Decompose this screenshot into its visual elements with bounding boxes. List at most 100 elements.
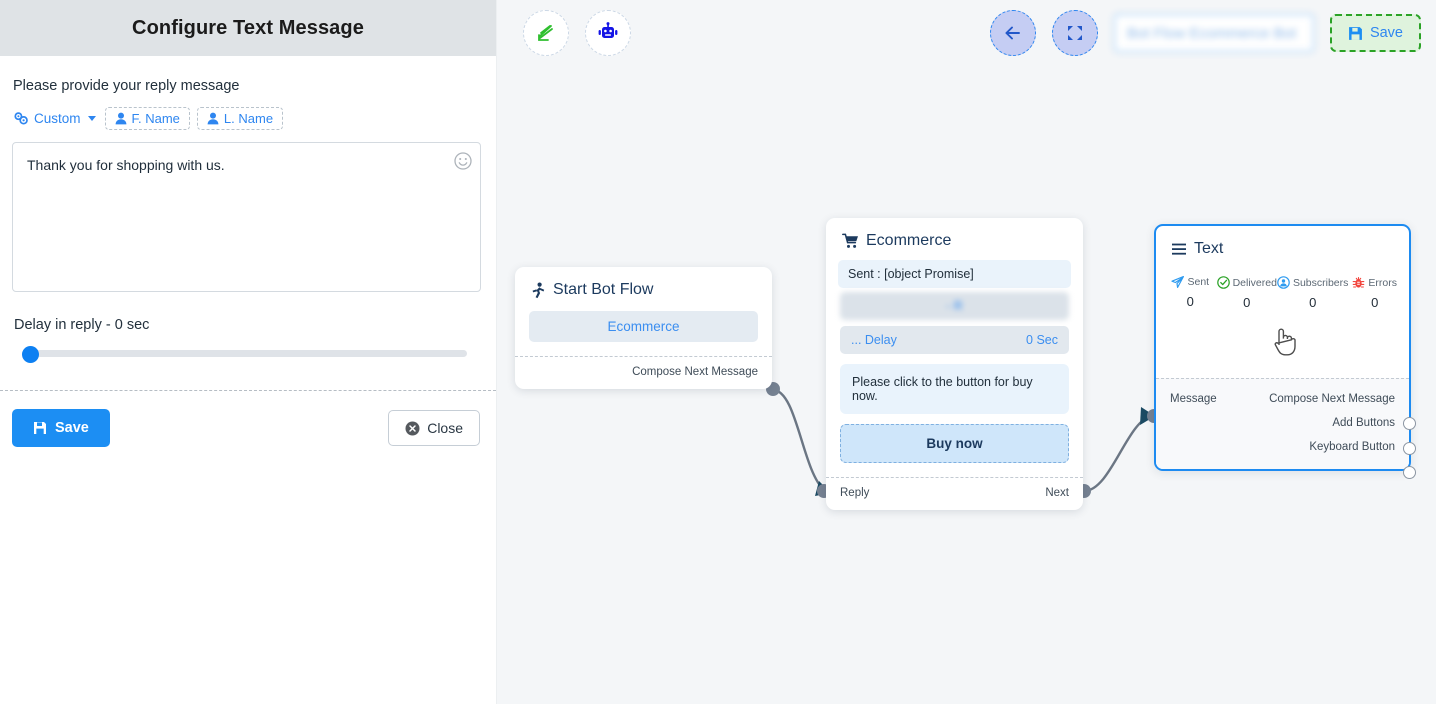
flow-canvas[interactable]: Save bbox=[497, 0, 1436, 704]
edge-start-to-ecommerce bbox=[772, 388, 825, 491]
close-button-label: Close bbox=[427, 420, 463, 436]
edge-arrow-text bbox=[1140, 407, 1155, 425]
stat-delivered-label: Delivered bbox=[1232, 276, 1277, 289]
send-plane-icon bbox=[1171, 276, 1185, 288]
canvas-toolbar-right: Save bbox=[989, 10, 1421, 56]
node-start-bot-flow[interactable]: Start Bot Flow Ecommerce Compose Next Me… bbox=[515, 267, 772, 389]
stat-delivered-value: 0 bbox=[1243, 295, 1251, 310]
port-keyboard-button[interactable] bbox=[1403, 466, 1416, 479]
stat-errors: Errors 0 bbox=[1348, 276, 1401, 310]
gears-icon bbox=[14, 111, 29, 126]
node-ecommerce-title: Ecommerce bbox=[866, 232, 952, 249]
node-ecommerce-reply-label[interactable]: Reply bbox=[840, 487, 870, 499]
delay-slider[interactable] bbox=[12, 346, 484, 363]
node-text-output-add-buttons[interactable]: Add Buttons bbox=[1332, 417, 1395, 429]
node-start-output-label[interactable]: Compose Next Message bbox=[632, 366, 758, 378]
stack-icon bbox=[535, 22, 557, 44]
node-start-header: Start Bot Flow bbox=[515, 267, 772, 309]
emoji-icon[interactable] bbox=[454, 152, 472, 170]
delay-label: Delay in reply - 0 sec bbox=[14, 317, 150, 333]
node-text-header: Text bbox=[1156, 226, 1409, 268]
stat-errors-label: Errors bbox=[1368, 276, 1397, 289]
stack-icon-button[interactable] bbox=[523, 10, 569, 56]
node-ecommerce-delay-row[interactable]: ... Delay 0 Sec bbox=[840, 326, 1069, 354]
node-text-stats: Sent 0 Delivered 0 bbox=[1156, 268, 1409, 312]
user-icon bbox=[115, 112, 127, 125]
node-text-title: Text bbox=[1194, 240, 1224, 257]
node-text-output-compose[interactable]: Compose Next Message bbox=[1269, 393, 1395, 405]
delay-slider-track[interactable] bbox=[22, 350, 467, 357]
node-text-body bbox=[1156, 312, 1409, 378]
node-text-message-label[interactable]: Message bbox=[1170, 393, 1217, 405]
list-lines-icon bbox=[1172, 243, 1187, 256]
node-ecommerce[interactable]: Ecommerce Sent : [object Promise] - R ..… bbox=[826, 218, 1083, 510]
node-ecommerce-delay-label: ... Delay bbox=[851, 333, 897, 347]
node-ecommerce-next-label[interactable]: Next bbox=[1045, 487, 1069, 499]
node-ecommerce-header: Ecommerce bbox=[826, 218, 1083, 260]
stat-sent: Sent 0 bbox=[1164, 276, 1217, 310]
pointer-hand-cursor-icon bbox=[1271, 326, 1297, 358]
fit-screen-button[interactable] bbox=[1051, 10, 1098, 56]
node-text-output-keyboard[interactable]: Keyboard Button bbox=[1309, 441, 1395, 453]
stat-sent-value: 0 bbox=[1186, 294, 1194, 309]
check-circle-icon bbox=[1216, 276, 1230, 289]
configure-panel: Configure Text Message Please provide yo… bbox=[0, 0, 497, 704]
save-flow-button[interactable]: Save bbox=[1329, 14, 1421, 52]
edge-ecommerce-to-text bbox=[1083, 414, 1153, 493]
node-start-footer: Compose Next Message bbox=[515, 356, 772, 389]
canvas-toolbar-left bbox=[523, 10, 631, 56]
token-toolbar: Custom F. Name bbox=[12, 107, 484, 130]
bot-icon-button[interactable] bbox=[585, 10, 631, 56]
custom-token-dropdown[interactable]: Custom bbox=[12, 109, 98, 128]
bug-icon bbox=[1352, 276, 1365, 289]
node-text[interactable]: Text Sent 0 bbox=[1154, 224, 1416, 479]
message-editor bbox=[12, 142, 484, 297]
port-compose-next-message[interactable] bbox=[1403, 417, 1416, 430]
stat-errors-value: 0 bbox=[1371, 295, 1379, 310]
user-icon bbox=[207, 112, 219, 125]
stat-subscribers-value: 0 bbox=[1309, 295, 1317, 310]
panel-header: Configure Text Message bbox=[0, 0, 496, 56]
stat-sent-label: Sent bbox=[1187, 276, 1210, 288]
node-ecommerce-sent-status: Sent : [object Promise] bbox=[838, 260, 1071, 288]
node-start-title: Start Bot Flow bbox=[553, 281, 654, 298]
stat-subscribers-label: Subscribers bbox=[1292, 276, 1349, 289]
port-add-buttons[interactable] bbox=[1403, 442, 1416, 455]
close-button[interactable]: Close bbox=[388, 410, 480, 446]
save-button[interactable]: Save bbox=[12, 409, 110, 447]
runner-icon bbox=[531, 282, 546, 299]
delay-slider-thumb[interactable] bbox=[22, 346, 39, 363]
panel-body: Please provide your reply message Custom bbox=[0, 56, 496, 363]
bot-icon bbox=[596, 22, 620, 44]
fit-screen-icon bbox=[1065, 23, 1085, 43]
panel-divider bbox=[0, 390, 496, 391]
back-arrow-icon bbox=[1003, 24, 1023, 42]
stat-delivered: Delivered 0 bbox=[1216, 276, 1277, 310]
node-ecommerce-redacted-row: - R bbox=[840, 292, 1069, 320]
floppy-disk-icon bbox=[33, 421, 47, 435]
first-name-token-label: F. Name bbox=[131, 111, 180, 126]
close-circle-icon bbox=[405, 421, 420, 436]
reply-message-label: Please provide your reply message bbox=[13, 78, 240, 94]
back-button[interactable] bbox=[989, 10, 1036, 56]
node-ecommerce-body-text: Please click to the button for buy now. bbox=[840, 364, 1069, 414]
floppy-disk-icon bbox=[1348, 26, 1363, 41]
node-ecommerce-buy-button[interactable]: Buy now bbox=[840, 424, 1069, 463]
first-name-token-button[interactable]: F. Name bbox=[104, 107, 190, 130]
user-circle-icon bbox=[1277, 276, 1290, 289]
last-name-token-label: L. Name bbox=[223, 111, 274, 126]
panel-footer: Save Close bbox=[0, 409, 496, 447]
node-ecommerce-footer: Reply Next bbox=[826, 477, 1083, 510]
node-start-flow-chip[interactable]: Ecommerce bbox=[529, 311, 758, 342]
reply-message-input[interactable] bbox=[12, 142, 481, 292]
custom-token-label: Custom bbox=[34, 111, 81, 126]
shopping-cart-icon bbox=[842, 233, 859, 249]
flow-name-input[interactable] bbox=[1113, 14, 1314, 52]
chevron-down-icon bbox=[87, 116, 96, 121]
node-ecommerce-delay-value: 0 Sec bbox=[1026, 333, 1058, 347]
page-title: Configure Text Message bbox=[132, 16, 364, 39]
last-name-token-button[interactable]: L. Name bbox=[196, 107, 284, 130]
node-text-footer: Message Compose Next Message Add Buttons… bbox=[1156, 378, 1409, 469]
save-button-label: Save bbox=[55, 420, 89, 436]
